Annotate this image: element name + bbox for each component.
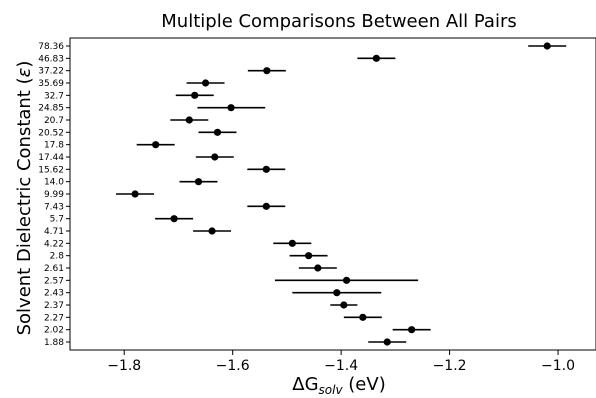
y-tick-label: 78.36 — [38, 42, 64, 52]
mean-point — [227, 104, 235, 112]
y-tick-label: 14.0 — [44, 178, 64, 188]
mean-point — [408, 326, 416, 334]
y-tick-label: 2.57 — [44, 276, 64, 286]
y-tick-label: 2.8 — [50, 252, 65, 262]
y-tick-label: 46.83 — [38, 54, 64, 64]
mean-point — [333, 289, 341, 297]
y-tick-label: 20.7 — [44, 116, 64, 126]
y-axis-label: Solvent Dielectric Constant (ε) — [14, 61, 35, 336]
y-tick-label: 2.61 — [44, 264, 64, 274]
y-tick-label: 7.43 — [44, 202, 64, 212]
y-tick-label: 24.85 — [38, 104, 64, 114]
x-tick-label: −1.8 — [107, 358, 141, 374]
x-tick-label: −1.4 — [324, 358, 358, 374]
plot-frame — [69, 37, 596, 351]
mean-point — [342, 276, 351, 284]
y-tick-label: 2.02 — [44, 326, 64, 336]
mean-point — [213, 128, 222, 136]
y-tick-label: 5.7 — [50, 215, 64, 225]
y-tick-label: 37.22 — [38, 67, 64, 77]
y-tick-label: 35.69 — [38, 79, 64, 89]
mean-point — [194, 178, 203, 186]
mean-point — [304, 252, 313, 260]
mean-point — [170, 215, 178, 223]
mean-point — [383, 338, 391, 346]
x-tick-label: −1.6 — [216, 358, 250, 374]
mean-point — [211, 153, 219, 161]
x-tick-label: −1.0 — [541, 358, 575, 374]
mean-point — [191, 91, 199, 99]
mean-point — [152, 141, 160, 149]
y-tick-label: 4.22 — [44, 239, 64, 249]
y-tick-label: 1.88 — [44, 338, 64, 348]
mean-point — [208, 227, 216, 235]
mean-point — [262, 165, 270, 173]
y-tick-label: 4.71 — [44, 227, 64, 237]
x-axis-label: ΔGsolv (eV) — [292, 374, 385, 397]
y-tick-label: 9.99 — [44, 190, 64, 200]
x-tick-label: −1.2 — [433, 358, 467, 374]
y-tick-label: 2.37 — [44, 301, 64, 311]
mean-point — [340, 301, 348, 309]
y-tick-label: 32.7 — [44, 91, 64, 101]
mean-point — [359, 313, 367, 321]
mean-point — [131, 190, 139, 198]
chart-title: Multiple Comparisons Between All Pairs — [161, 11, 516, 32]
y-tick-label: 20.52 — [38, 128, 64, 138]
y-tick-label: 17.8 — [44, 141, 64, 151]
mean-point — [262, 202, 270, 210]
mean-point — [263, 67, 271, 75]
y-tick-label: 2.27 — [44, 313, 64, 323]
mean-point — [372, 54, 380, 62]
y-tick-label: 17.44 — [38, 153, 64, 163]
y-tick-label: 2.43 — [44, 289, 64, 299]
y-tick-label: 15.62 — [38, 165, 64, 175]
mean-point — [185, 116, 193, 124]
mean-point — [543, 42, 551, 50]
mean-point — [288, 239, 296, 247]
mean-point — [201, 79, 210, 87]
mean-point — [314, 264, 322, 272]
